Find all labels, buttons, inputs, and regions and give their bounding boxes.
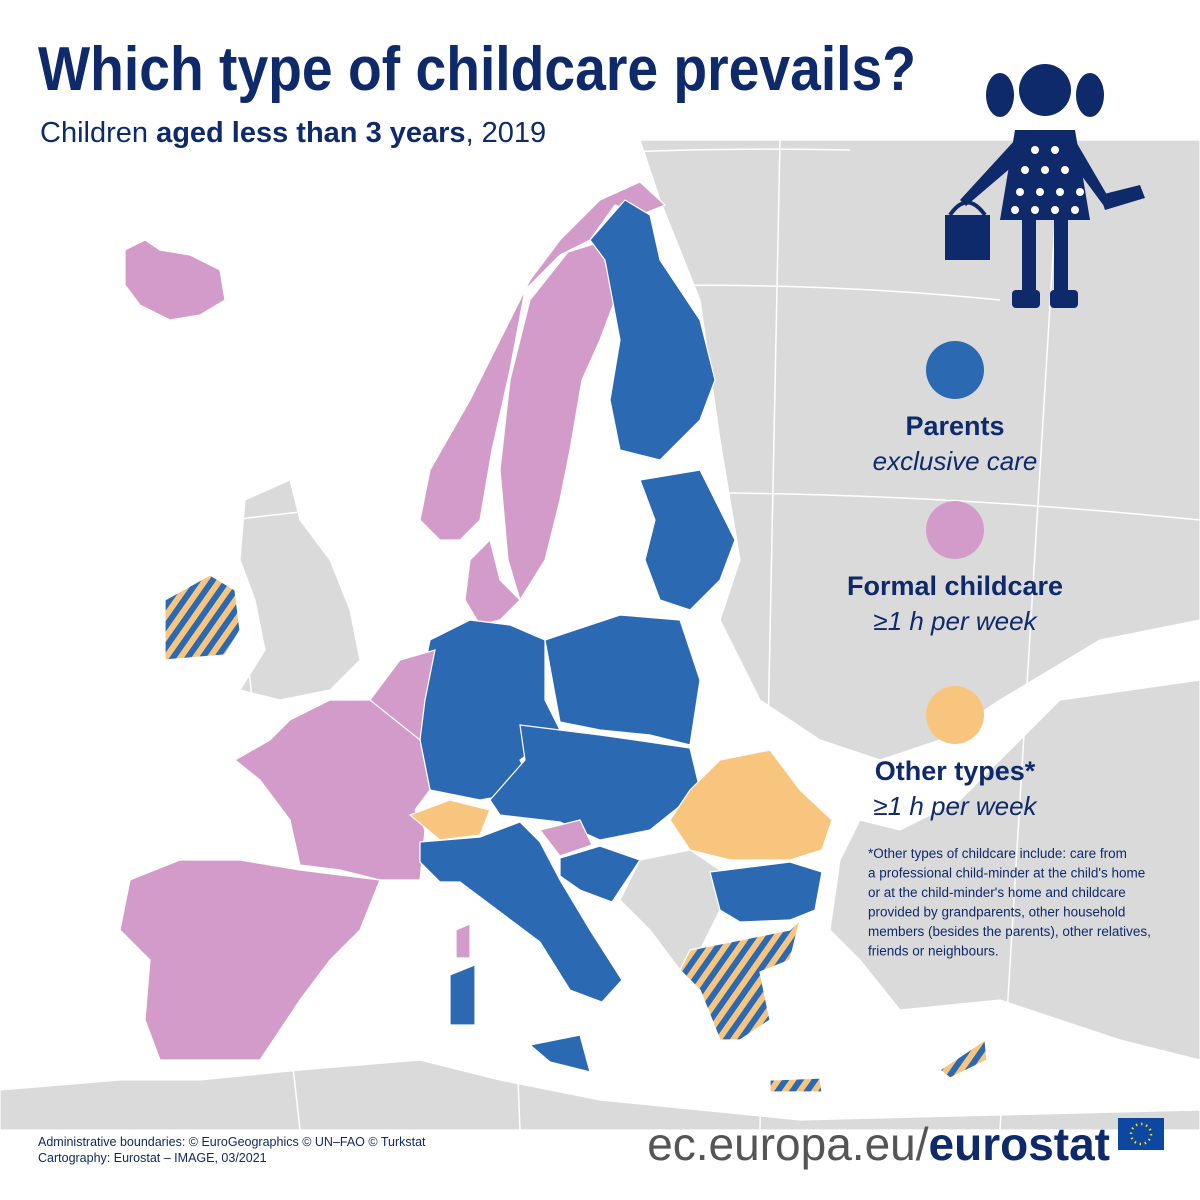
country xyxy=(164,574,241,661)
eu-flag xyxy=(1118,1118,1164,1150)
country xyxy=(419,821,623,1003)
country xyxy=(559,845,641,903)
footnote-line: provided by grandparents, other househol… xyxy=(868,905,1125,920)
credits: Administrative boundaries: © EuroGeograp… xyxy=(38,1135,426,1165)
legend: Parents exclusive care Formal childcare ≥1 … xyxy=(847,341,1063,821)
non-eu-land xyxy=(639,139,1200,1061)
footnote-line: friends or neighbours. xyxy=(868,944,999,959)
country xyxy=(455,923,471,959)
country xyxy=(538,819,593,857)
credit-line: Cartography: Eurostat – IMAGE, 03/2021 xyxy=(38,1151,267,1165)
country xyxy=(499,241,616,602)
country xyxy=(544,614,701,746)
country xyxy=(408,799,491,841)
legend-swatch xyxy=(926,686,984,744)
map xyxy=(0,139,1200,1131)
country xyxy=(119,859,381,1061)
country xyxy=(769,1077,823,1093)
subtitle: Children aged less than 3 years, 2019 xyxy=(40,117,546,149)
subtitle-part: , 2019 xyxy=(466,117,547,149)
country xyxy=(233,699,431,881)
footnote-line: members (besides the parents), other rel… xyxy=(868,924,1151,939)
subtitle-part: aged less than 3 years xyxy=(156,117,466,149)
footnote-line: *Other types of childcare include: care … xyxy=(868,846,1127,861)
credit-line: Administrative boundaries: © EuroGeograp… xyxy=(38,1135,426,1149)
country xyxy=(589,199,716,461)
title: Which type of childcare prevails? xyxy=(38,35,916,104)
footnote-line: a professional child-minder at the child… xyxy=(868,866,1145,881)
footer-url: ec.europa.eu/eurostat xyxy=(647,1118,1110,1170)
non-eu-land xyxy=(0,1059,1200,1131)
legend-swatch xyxy=(926,501,984,559)
legend-label: Parents xyxy=(905,411,1004,441)
footnote-line: or at the child-minder's home and childc… xyxy=(868,885,1126,900)
footer-brand: eurostat xyxy=(929,1118,1110,1170)
country xyxy=(639,469,736,611)
girl-icon xyxy=(945,64,1145,308)
non-eu-land xyxy=(239,479,361,701)
country xyxy=(669,749,833,861)
country xyxy=(938,1038,988,1079)
legend-label: Formal childcare xyxy=(847,571,1063,601)
legend-sublabel: exclusive care xyxy=(873,446,1038,476)
country xyxy=(124,239,226,321)
country xyxy=(449,964,476,1026)
subtitle-part: Children xyxy=(40,117,148,149)
legend-label: Other types* xyxy=(875,756,1036,786)
country xyxy=(679,918,802,1041)
footer-url-part: ec.europa.eu/ xyxy=(647,1118,929,1170)
country xyxy=(528,1034,591,1073)
country xyxy=(709,861,823,923)
legend-sublabel: ≥1 h per week xyxy=(873,791,1038,821)
legend-swatch xyxy=(926,341,984,399)
footnote: *Other types of childcare include: care … xyxy=(868,846,1151,959)
country xyxy=(464,538,521,626)
country xyxy=(489,724,701,841)
legend-sublabel: ≥1 h per week xyxy=(873,606,1038,636)
